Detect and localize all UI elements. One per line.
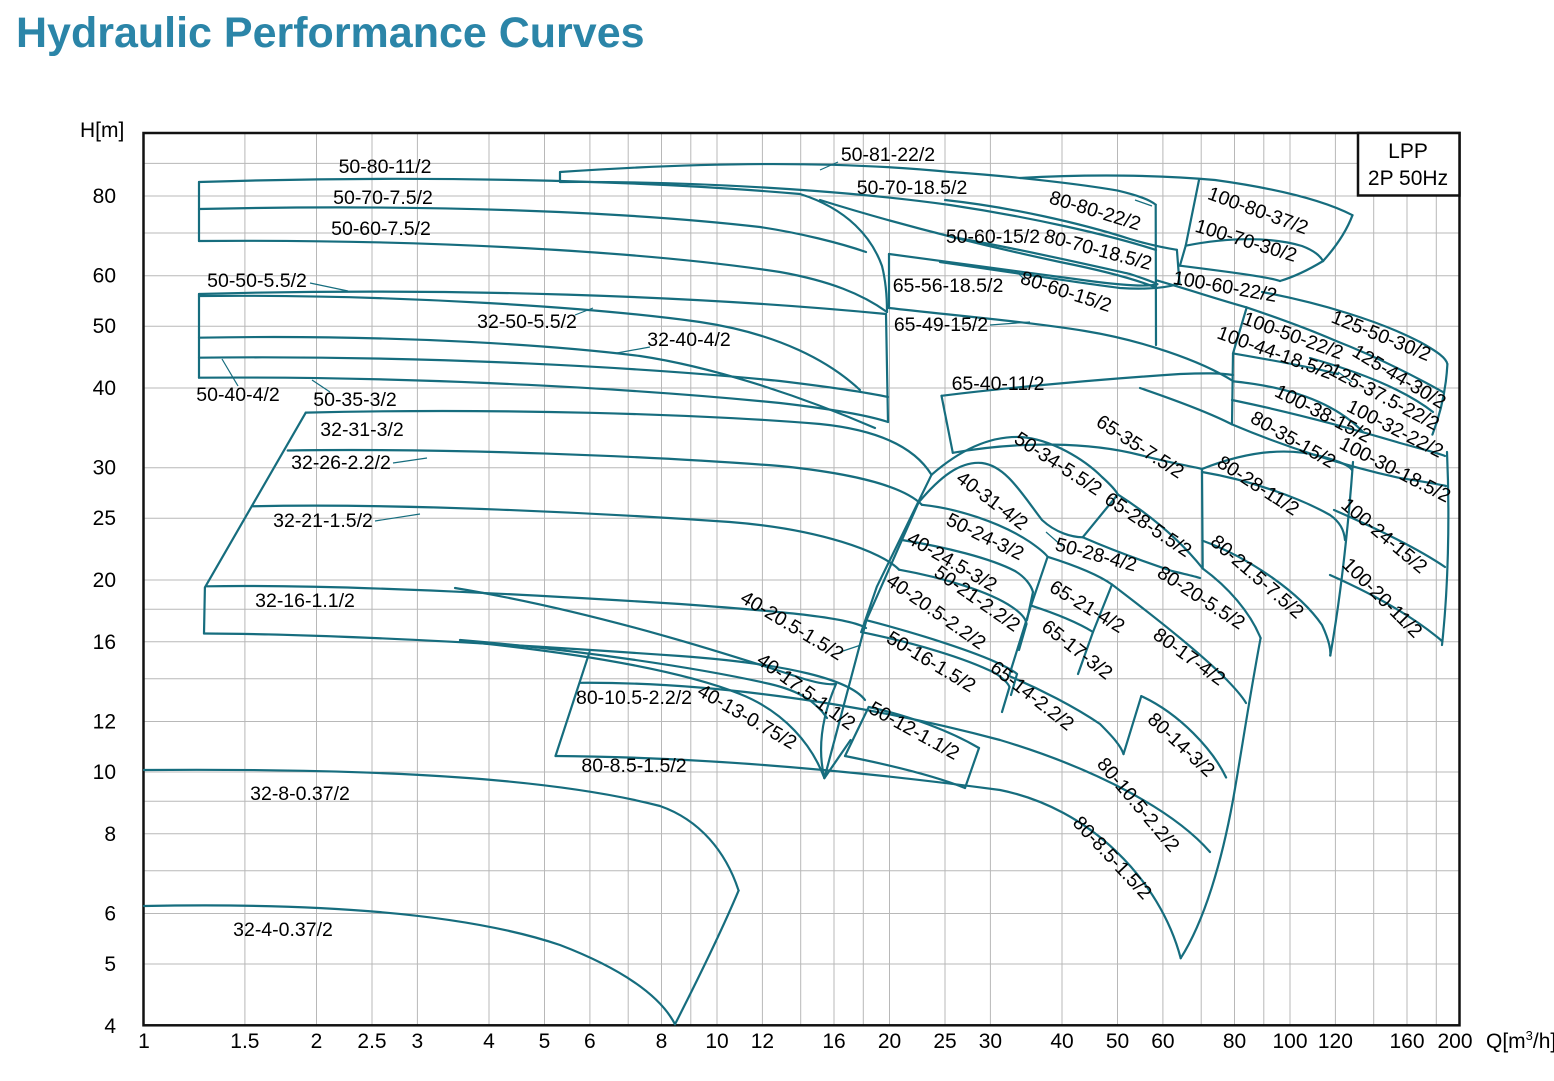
svg-text:25: 25 (933, 1030, 956, 1053)
svg-text:5: 5 (104, 953, 116, 976)
svg-text:100: 100 (1272, 1030, 1307, 1053)
svg-text:80: 80 (93, 185, 116, 208)
svg-text:6: 6 (104, 903, 116, 926)
svg-text:50-35-3/2: 50-35-3/2 (313, 389, 396, 411)
svg-text:32-16-1.1/2: 32-16-1.1/2 (255, 590, 355, 612)
svg-text:16: 16 (93, 631, 116, 654)
svg-text:30: 30 (979, 1030, 1002, 1053)
svg-text:50: 50 (93, 315, 116, 338)
svg-text:10: 10 (93, 761, 116, 784)
svg-text:25: 25 (93, 507, 116, 530)
svg-text:32-50-5.5/2: 32-50-5.5/2 (477, 311, 577, 333)
svg-text:50-81-22/2: 50-81-22/2 (841, 144, 935, 166)
svg-text:65-49-15/2: 65-49-15/2 (894, 314, 988, 336)
svg-text:4: 4 (104, 1015, 116, 1038)
svg-text:32-21-1.5/2: 32-21-1.5/2 (273, 510, 373, 532)
svg-text:32-40-4/2: 32-40-4/2 (647, 329, 730, 351)
svg-text:50-40-4/2: 50-40-4/2 (196, 384, 279, 406)
svg-text:1.5: 1.5 (230, 1030, 259, 1053)
svg-text:12: 12 (93, 711, 116, 734)
svg-text:20: 20 (93, 569, 116, 592)
svg-text:2P 50Hz: 2P 50Hz (1368, 167, 1448, 190)
svg-text:80-10.5-2.2/2: 80-10.5-2.2/2 (576, 687, 692, 709)
svg-text:1: 1 (138, 1030, 150, 1053)
svg-text:120: 120 (1318, 1030, 1353, 1053)
svg-text:4: 4 (483, 1030, 495, 1053)
svg-text:60: 60 (1151, 1030, 1174, 1053)
svg-text:2.5: 2.5 (357, 1030, 386, 1053)
svg-text:50-50-5.5/2: 50-50-5.5/2 (207, 270, 307, 292)
svg-text:32-26-2.2/2: 32-26-2.2/2 (291, 452, 391, 474)
svg-text:16: 16 (822, 1030, 845, 1053)
svg-text:200: 200 (1437, 1030, 1472, 1053)
svg-text:H[m]: H[m] (80, 119, 124, 142)
svg-text:32-8-0.37/2: 32-8-0.37/2 (250, 783, 350, 805)
svg-text:8: 8 (104, 823, 116, 846)
svg-text:6: 6 (584, 1030, 596, 1053)
svg-text:60: 60 (93, 265, 116, 288)
svg-text:3: 3 (412, 1030, 424, 1053)
svg-text:12: 12 (751, 1030, 774, 1053)
svg-text:32-31-3/2: 32-31-3/2 (320, 419, 403, 441)
svg-text:32-4-0.37/2: 32-4-0.37/2 (233, 919, 333, 941)
svg-text:65-40-11/2: 65-40-11/2 (952, 373, 1045, 395)
svg-text:Q[m3/h]: Q[m3/h] (1486, 1028, 1554, 1053)
svg-text:50-60-15/2: 50-60-15/2 (946, 226, 1040, 248)
svg-text:65-56-18.5/2: 65-56-18.5/2 (893, 275, 1004, 297)
svg-text:LPP: LPP (1388, 140, 1428, 163)
svg-text:50-70-18.5/2: 50-70-18.5/2 (857, 177, 968, 199)
svg-text:30: 30 (93, 457, 116, 480)
svg-text:80: 80 (1223, 1030, 1246, 1053)
svg-text:8: 8 (656, 1030, 668, 1053)
svg-text:10: 10 (705, 1030, 728, 1053)
svg-text:20: 20 (878, 1030, 901, 1053)
svg-text:40: 40 (1050, 1030, 1073, 1053)
svg-text:50-80-11/2: 50-80-11/2 (339, 156, 432, 178)
svg-text:5: 5 (539, 1030, 551, 1053)
svg-text:50-70-7.5/2: 50-70-7.5/2 (333, 187, 433, 209)
svg-text:40: 40 (93, 377, 116, 400)
svg-text:Hydraulic Performance Curves: Hydraulic Performance Curves (16, 9, 645, 57)
svg-text:80-8.5-1.5/2: 80-8.5-1.5/2 (581, 755, 686, 777)
svg-text:2: 2 (311, 1030, 323, 1053)
svg-text:50: 50 (1106, 1030, 1129, 1053)
svg-text:50-60-7.5/2: 50-60-7.5/2 (331, 218, 431, 240)
svg-text:160: 160 (1389, 1030, 1424, 1053)
